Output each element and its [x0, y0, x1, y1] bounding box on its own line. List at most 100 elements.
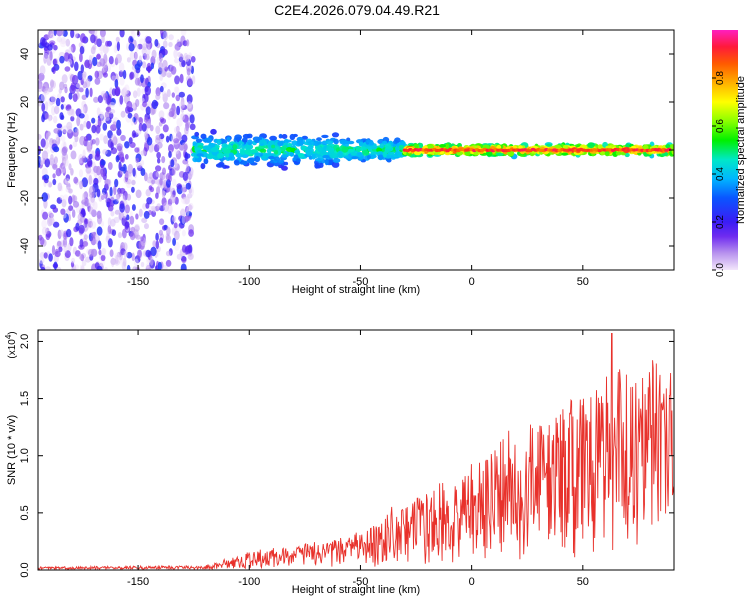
- snr-frame: [37, 329, 675, 571]
- spectrogram-cell: [104, 266, 108, 270]
- spectrogram-cell: [128, 43, 135, 52]
- spectrogram-cell: [331, 161, 340, 168]
- spectrogram-cell: [294, 149, 301, 155]
- spectrogram-cell: [319, 162, 324, 168]
- spectrogram-cell: [84, 218, 89, 225]
- spectrogram-cell: [189, 123, 196, 131]
- spectrogram-cell: [168, 151, 172, 158]
- spectrogram-cell: [296, 158, 301, 163]
- spectrogram-cell: [52, 173, 56, 179]
- spectrogram-cell: [115, 254, 119, 265]
- spectrogram-cell: [99, 30, 106, 38]
- colorbar-tick-label: 0.2: [715, 215, 726, 229]
- spectrogram-cell: [113, 185, 117, 196]
- spectrogram-cell: [115, 194, 120, 202]
- spectrogram-cell: [171, 92, 175, 98]
- spectrogram-cell: [56, 36, 63, 43]
- spectrogram-cell: [102, 187, 107, 195]
- spectrogram-cell: [96, 53, 101, 60]
- spectrogram-cell: [179, 101, 186, 109]
- spectrogram-cell: [74, 128, 80, 136]
- spectrogram-cell: [90, 34, 96, 44]
- spectrogram-cell: [134, 63, 141, 71]
- spectrogram-cell: [91, 124, 97, 134]
- spectrogram-cell: [63, 194, 69, 202]
- spectrogram-cell: [62, 129, 67, 135]
- spectrogram-cell: [100, 254, 106, 262]
- spectrogram-cell: [145, 264, 152, 270]
- spectrogram-cell: [99, 111, 104, 119]
- spectrogram-cell: [60, 104, 64, 110]
- spectrogram-cell: [217, 152, 224, 159]
- spectrogram-cell: [70, 150, 77, 160]
- spectrogram-cell: [94, 262, 100, 270]
- spectrogram-cell: [615, 151, 622, 156]
- spectrogram-cell: [130, 226, 135, 233]
- spectrogram-cell: [80, 105, 86, 114]
- spectrogram-cell: [86, 120, 91, 130]
- spectrogram-cell: [162, 40, 168, 48]
- spectrogram-cell: [55, 97, 61, 107]
- spectrogram-cell: [102, 149, 108, 155]
- spectrogram-cell: [107, 162, 113, 170]
- spectrogram-cell: [114, 78, 119, 89]
- spectrogram-cell: [70, 43, 76, 53]
- spectrogram-cell: [55, 266, 62, 270]
- snr-multiplier-exp: 4: [4, 334, 13, 339]
- spectrogram-cell: [124, 154, 129, 160]
- spectrogram-cell: [68, 188, 73, 194]
- spectrogram-cell: [114, 259, 120, 266]
- spectrogram-cell: [130, 30, 135, 35]
- spectrogram-cell: [244, 145, 251, 150]
- snr-x-label: Height of straight line (km): [292, 584, 420, 596]
- spectrogram-cell: [42, 211, 49, 220]
- spectrogram-cell: [218, 161, 225, 167]
- spectrogram-cell: [122, 228, 127, 239]
- spectrogram-cell: [175, 94, 181, 102]
- spectrogram-cell: [88, 206, 94, 215]
- spectrogram-cell: [221, 143, 228, 148]
- spectrogram-cell: [140, 236, 144, 242]
- spectrogram-cell: [81, 259, 87, 267]
- spectrogram-cell: [366, 146, 372, 150]
- spectrogram-cell: [131, 186, 135, 193]
- spectrogram-cell: [42, 83, 49, 94]
- spectrogram-cell: [168, 41, 173, 48]
- spectrogram-cell: [101, 195, 105, 200]
- spectrogram-x-label: Height of straight line (km): [292, 284, 420, 296]
- y-tick-label: 20: [19, 96, 31, 108]
- y-tick-label: 0.5: [19, 505, 31, 520]
- spectrogram-cell: [99, 133, 104, 141]
- spectrogram-cell: [307, 145, 314, 149]
- spectrogram-cell: [39, 252, 46, 259]
- x-tick-label: -50: [352, 576, 368, 588]
- spectrogram-cell: [372, 154, 377, 159]
- spectrogram-cell: [101, 247, 107, 256]
- spectrogram-cell: [38, 83, 43, 92]
- spectrogram-cell: [382, 151, 387, 158]
- spectrogram-cell: [49, 96, 56, 103]
- spectrogram-cell: [59, 30, 65, 36]
- spectrogram-cell: [116, 119, 121, 130]
- spectrogram-cell: [140, 168, 146, 176]
- spectrogram-cell: [155, 171, 159, 177]
- spectrogram-cell: [115, 53, 122, 64]
- spectrogram-cell: [81, 177, 89, 188]
- spectrogram-cell: [70, 168, 74, 176]
- spectrogram-cell: [63, 52, 70, 62]
- colorbar-tick-label: 0.8: [715, 71, 726, 85]
- spectrogram-cell: [48, 253, 53, 262]
- spectrogram-cell: [149, 255, 154, 266]
- spectrogram-cell: [116, 128, 122, 136]
- spectrogram-cell: [67, 58, 73, 65]
- spectrogram-cell: [79, 180, 84, 190]
- spectrogram-cell: [155, 232, 159, 242]
- spectrogram-cell: [188, 203, 192, 212]
- spectrogram-cell: [325, 140, 334, 145]
- spectrogram-cell: [155, 192, 159, 199]
- spectrogram-cell: [127, 163, 134, 174]
- spectrogram-cell: [327, 147, 335, 154]
- spectrogram-cell: [247, 139, 253, 146]
- spectrogram-cell: [111, 75, 117, 81]
- spectrogram-cell: [124, 84, 130, 95]
